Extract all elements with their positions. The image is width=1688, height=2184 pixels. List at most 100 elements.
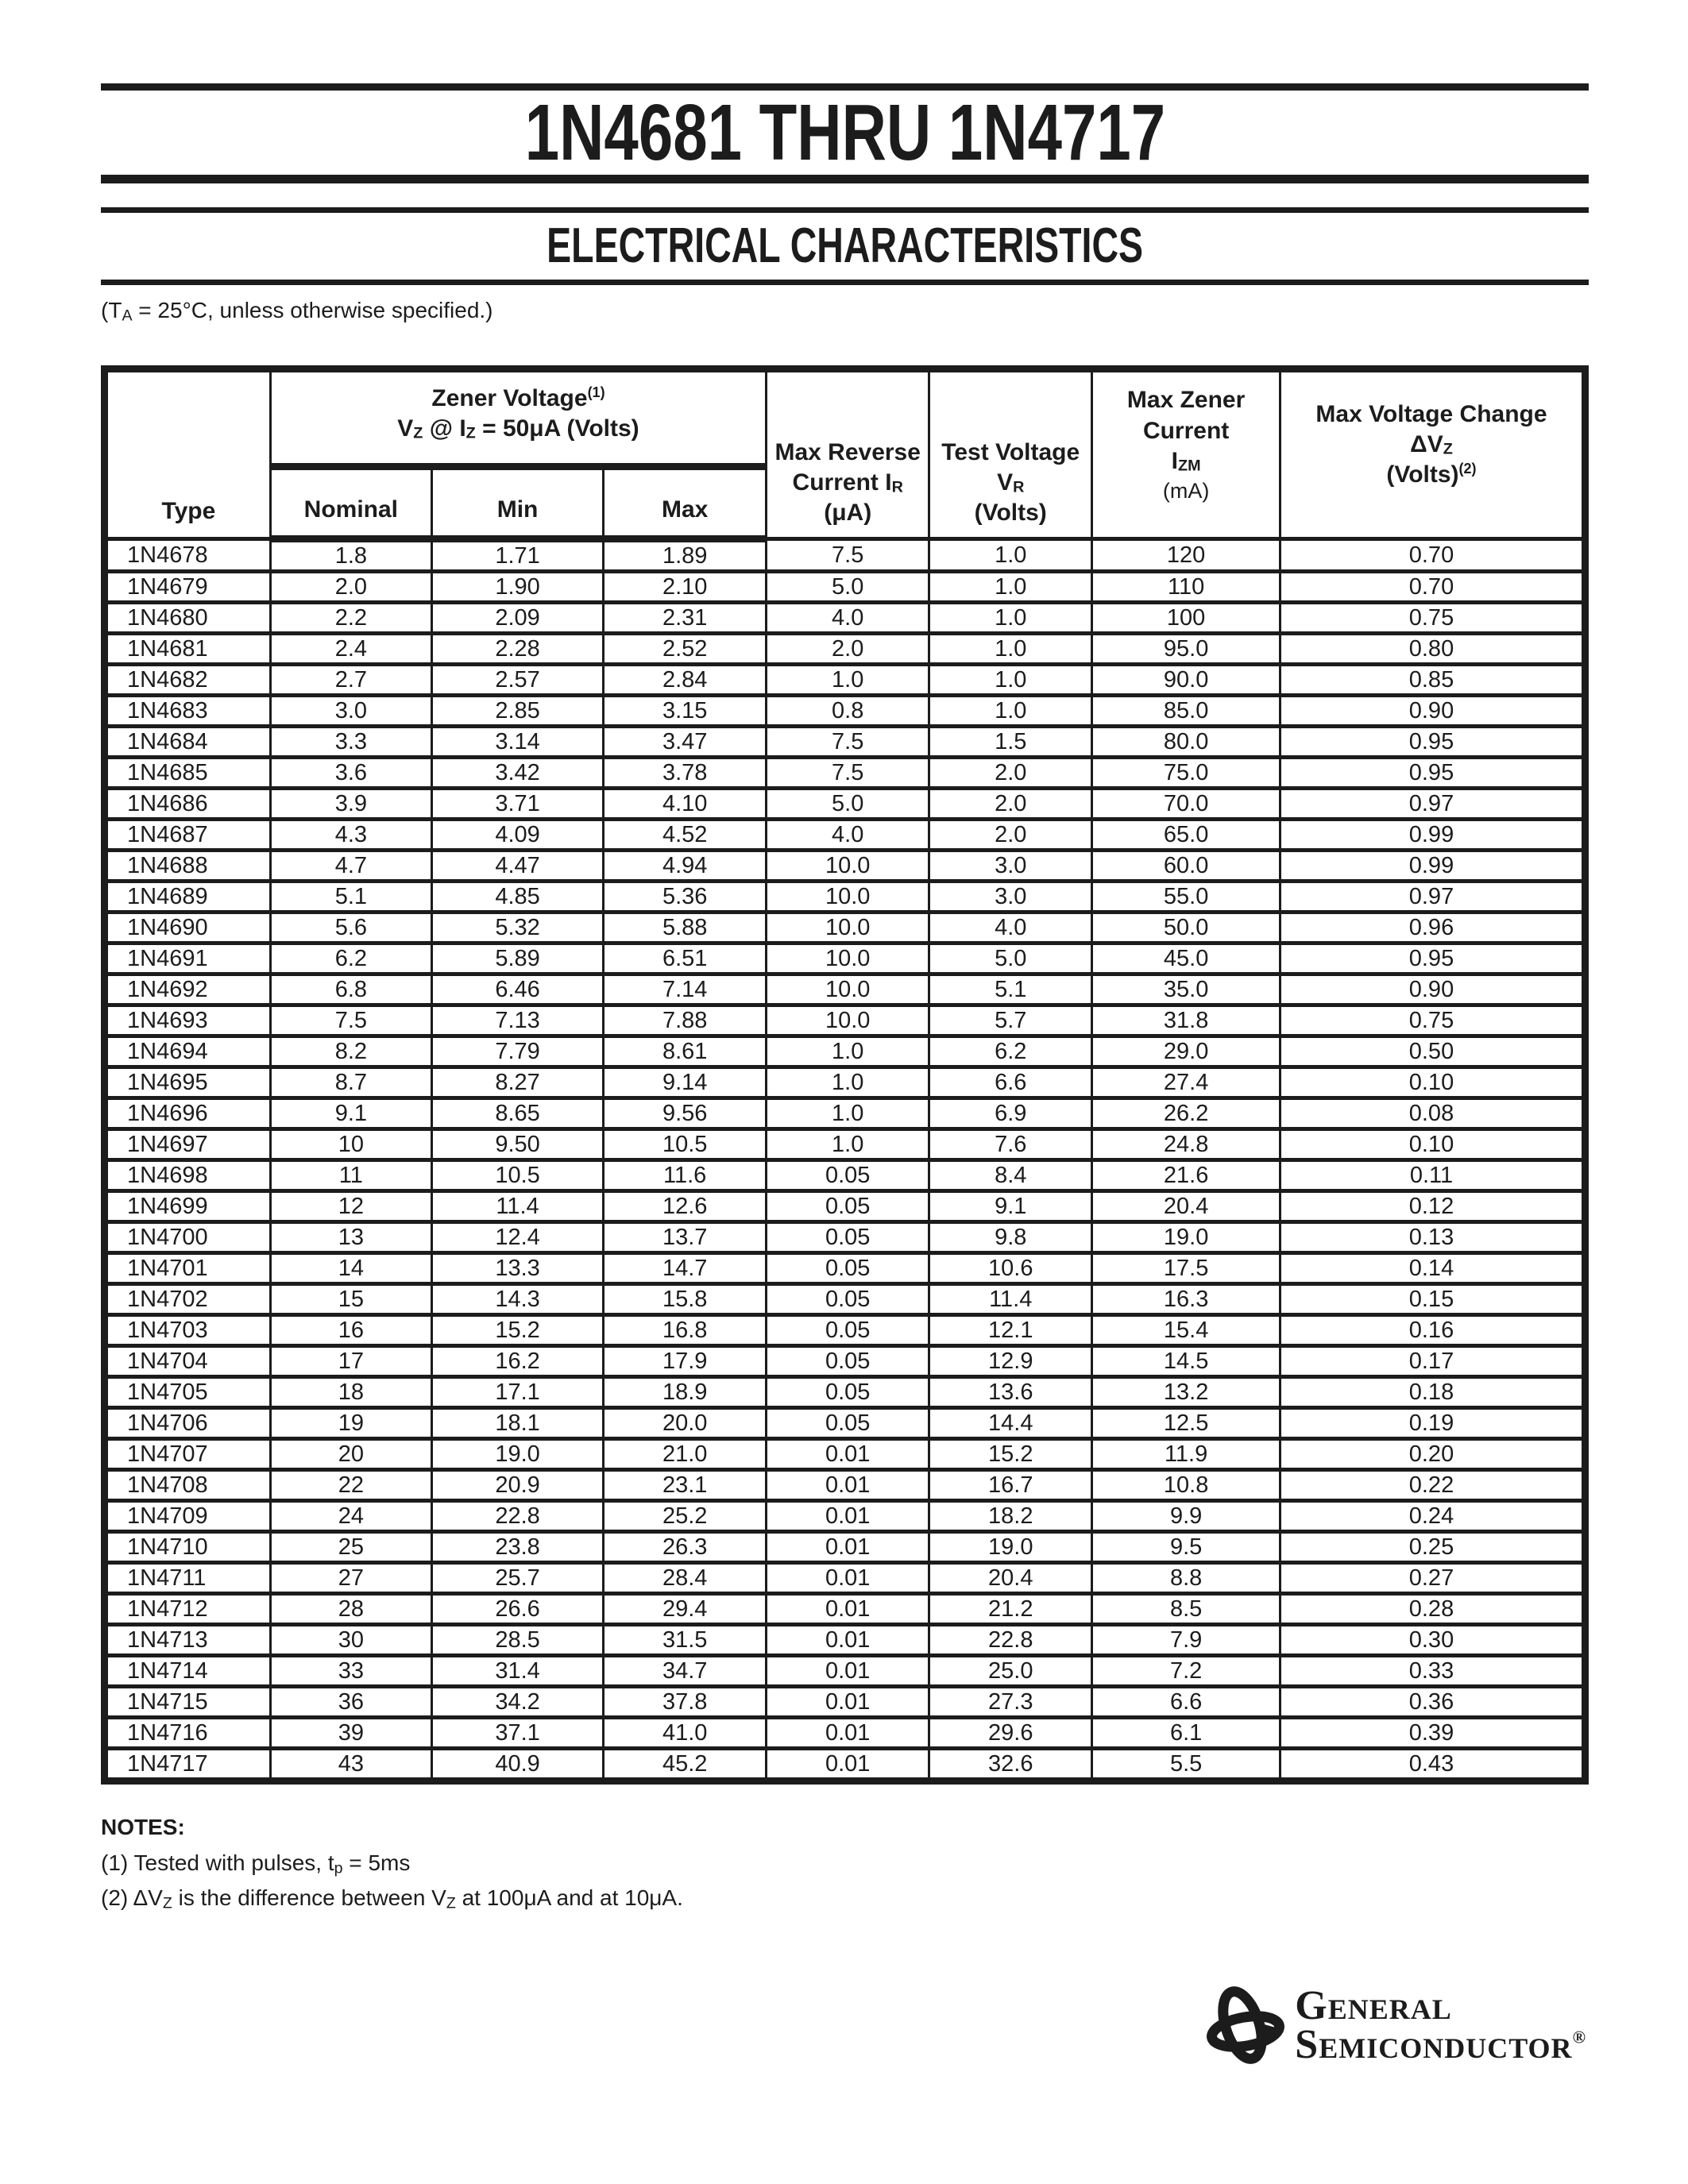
cell-nominal: 9.1 <box>268 1095 433 1131</box>
cell-max-voltage-change: 0.12 <box>1278 1188 1587 1224</box>
table-row: 1N4703 16 15.2 16.8 0.05 12.1 15.4 0.16 <box>103 1312 1587 1348</box>
cell-max-voltage-change: 0.43 <box>1278 1746 1587 1783</box>
cell-type: 1N4698 <box>103 1157 272 1193</box>
cell-max-voltage-change: 0.19 <box>1278 1405 1587 1441</box>
cell-test-voltage: 5.1 <box>928 971 1094 1007</box>
table-row: 1N4704 17 16.2 17.9 0.05 12.9 14.5 0.17 <box>103 1343 1587 1379</box>
cell-max-voltage-change: 0.16 <box>1278 1312 1587 1348</box>
cell-type: 1N4701 <box>103 1250 272 1286</box>
cell-min: 9.50 <box>430 1126 605 1162</box>
cell-max-voltage-change: 0.20 <box>1278 1436 1587 1472</box>
table-row: 1N4710 25 23.8 26.3 0.01 19.0 9.5 0.25 <box>103 1529 1587 1565</box>
cell-max-voltage-change: 0.96 <box>1278 909 1587 945</box>
cell-max-voltage-change: 0.13 <box>1278 1219 1587 1255</box>
cell-nominal: 27 <box>268 1560 433 1596</box>
cell-test-voltage: 3.0 <box>928 847 1094 883</box>
cell-max-reverse-current: 5.0 <box>765 569 931 604</box>
cell-type: 1N4681 <box>103 631 272 666</box>
cell-max-zener-current: 90.0 <box>1091 662 1281 697</box>
cell-max-reverse-current: 7.5 <box>765 536 931 573</box>
col-header-test-voltage: Test Voltage VR (Volts) <box>928 366 1094 541</box>
cell-nominal: 39 <box>268 1715 433 1750</box>
table-row: 1N4689 5.1 4.85 5.36 10.0 3.0 55.0 0.97 <box>103 878 1587 914</box>
cell-max-zener-current: 85.0 <box>1091 693 1281 728</box>
cell-nominal: 25 <box>268 1529 433 1565</box>
cell-type: 1N4709 <box>103 1498 272 1534</box>
cell-max: 5.88 <box>602 909 768 945</box>
cell-max-voltage-change: 0.24 <box>1278 1498 1587 1534</box>
cell-max: 18.9 <box>602 1374 768 1410</box>
cell-nominal: 20 <box>268 1436 433 1472</box>
cell-type: 1N4712 <box>103 1591 272 1626</box>
cell-nominal: 28 <box>268 1591 433 1626</box>
col-group-zener-voltage: Zener Voltage(1) VZ @ IZ = 50μA (Volts) <box>268 366 768 470</box>
col-header-type: Type <box>103 366 272 541</box>
cell-max-voltage-change: 0.75 <box>1278 1002 1587 1038</box>
cell-max: 20.0 <box>602 1405 768 1441</box>
cell-max-reverse-current: 0.01 <box>765 1591 931 1626</box>
cell-test-voltage: 1.5 <box>928 723 1094 759</box>
cell-max-reverse-current: 10.0 <box>765 847 931 883</box>
cell-test-voltage: 1.0 <box>928 693 1094 728</box>
cell-test-voltage: 1.0 <box>928 600 1094 635</box>
table-row: 1N4686 3.9 3.71 4.10 5.0 2.0 70.0 0.97 <box>103 785 1587 821</box>
cell-max-voltage-change: 0.28 <box>1278 1591 1587 1626</box>
cell-max-voltage-change: 0.22 <box>1278 1467 1587 1503</box>
cell-type: 1N4693 <box>103 1002 272 1038</box>
cell-type: 1N4699 <box>103 1188 272 1224</box>
cell-type: 1N4716 <box>103 1715 272 1750</box>
cell-max-reverse-current: 0.05 <box>765 1188 931 1224</box>
cell-max-reverse-current: 5.0 <box>765 785 931 821</box>
cell-max-voltage-change: 0.97 <box>1278 785 1587 821</box>
cell-min: 4.09 <box>430 816 605 852</box>
cell-max-reverse-current: 0.05 <box>765 1405 931 1441</box>
cell-nominal: 14 <box>268 1250 433 1286</box>
cell-min: 7.13 <box>430 1002 605 1038</box>
brand-semiconductor-line: Semiconductor® <box>1295 2022 1586 2067</box>
cell-max-zener-current: 120 <box>1091 536 1281 573</box>
cell-min: 31.4 <box>430 1653 605 1688</box>
cell-type: 1N4684 <box>103 723 272 759</box>
cell-type: 1N4688 <box>103 847 272 883</box>
brand-text: General Semiconductor® <box>1295 1985 1586 2067</box>
table-row: 1N4682 2.7 2.57 2.84 1.0 1.0 90.0 0.85 <box>103 662 1587 697</box>
cell-test-voltage: 6.2 <box>928 1033 1094 1069</box>
cell-nominal: 4.3 <box>268 816 433 852</box>
cell-min: 40.9 <box>430 1746 605 1783</box>
cell-max: 17.9 <box>602 1343 768 1379</box>
page-title: 1N4681 THRU 1N4717 <box>101 93 1589 172</box>
cell-max: 26.3 <box>602 1529 768 1565</box>
cell-max-reverse-current: 4.0 <box>765 600 931 635</box>
cell-max-reverse-current: 0.01 <box>765 1529 931 1565</box>
col-header-max-voltage-change: Max Voltage Change ΔVZ (Volts)(2) <box>1278 366 1587 541</box>
cell-min: 2.09 <box>430 600 605 635</box>
cell-max-zener-current: 8.5 <box>1091 1591 1281 1626</box>
cell-max-zener-current: 17.5 <box>1091 1250 1281 1286</box>
cell-nominal: 2.2 <box>268 600 433 635</box>
cell-max: 3.47 <box>602 723 768 759</box>
cell-nominal: 16 <box>268 1312 433 1348</box>
cell-type: 1N4717 <box>103 1746 272 1783</box>
table-row: 1N4698 11 10.5 11.6 0.05 8.4 21.6 0.11 <box>103 1157 1587 1193</box>
cell-nominal: 5.6 <box>268 909 433 945</box>
cell-min: 8.65 <box>430 1095 605 1131</box>
cell-max-voltage-change: 0.15 <box>1278 1281 1587 1317</box>
cell-max-zener-current: 55.0 <box>1091 878 1281 914</box>
table-row: 1N4707 20 19.0 21.0 0.01 15.2 11.9 0.20 <box>103 1436 1587 1472</box>
electrical-characteristics-table: Type Zener Voltage(1) VZ @ IZ = 50μA (Vo… <box>101 365 1589 1785</box>
cell-type: 1N4696 <box>103 1095 272 1131</box>
cell-nominal: 2.4 <box>268 631 433 666</box>
cell-max-voltage-change: 0.85 <box>1278 662 1587 697</box>
table-row: 1N4680 2.2 2.09 2.31 4.0 1.0 100 0.75 <box>103 600 1587 635</box>
cell-max-voltage-change: 0.14 <box>1278 1250 1587 1286</box>
cell-min: 1.90 <box>430 569 605 604</box>
cell-max-zener-current: 5.5 <box>1091 1746 1281 1783</box>
cell-max: 4.52 <box>602 816 768 852</box>
cell-max-zener-current: 10.8 <box>1091 1467 1281 1503</box>
cell-test-voltage: 21.2 <box>928 1591 1094 1626</box>
cell-max-voltage-change: 0.36 <box>1278 1684 1587 1719</box>
cell-max-voltage-change: 0.10 <box>1278 1064 1587 1100</box>
cell-max-voltage-change: 0.95 <box>1278 723 1587 759</box>
table-row: 1N4708 22 20.9 23.1 0.01 16.7 10.8 0.22 <box>103 1467 1587 1503</box>
